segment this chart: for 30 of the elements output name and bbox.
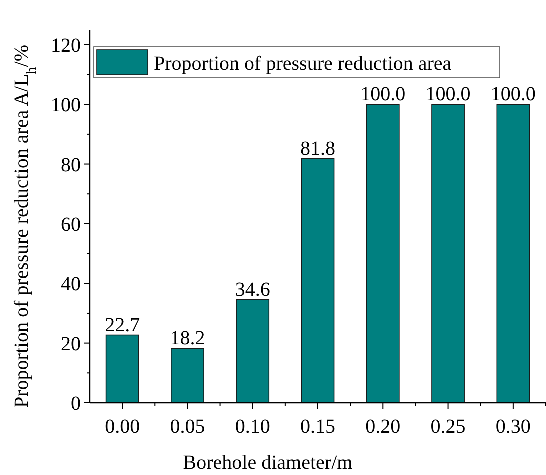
text: 34.6 (235, 278, 270, 301)
x-tick-label: 0.25 (430, 416, 466, 438)
bar (366, 104, 400, 404)
bar (301, 158, 335, 404)
text: 100.0 (426, 84, 471, 106)
x-axis-title: Borehole diameter/m (183, 452, 354, 474)
y-tick-label: 80 (61, 154, 81, 176)
text: 100.0 (360, 84, 406, 106)
x-tick-label: 0.20 (366, 416, 401, 438)
text: 18.2 (170, 328, 206, 350)
bar (432, 104, 465, 404)
y-tick-label: 0 (71, 393, 81, 415)
x-tick-label: 0.00 (105, 416, 140, 438)
y-tick-label: 60 (61, 214, 81, 236)
x-tick-label: 0.30 (496, 416, 531, 438)
y-tick-label: 20 (61, 333, 81, 356)
x-tick-label: 0.10 (235, 416, 270, 438)
legend-label: Proportion of pressure reduction area (154, 53, 452, 75)
y-tick-label: 40 (61, 274, 81, 296)
bar (236, 299, 270, 404)
y-tick-label: 100 (51, 94, 81, 117)
text: 81.8 (300, 138, 336, 160)
bar (106, 334, 140, 404)
bar (496, 104, 530, 404)
y-tick-label: 120 (51, 34, 81, 57)
text: 100.0 (490, 84, 536, 106)
text: 22.7 (105, 314, 140, 336)
x-tick-label: 0.15 (300, 416, 336, 438)
x-tick-label: 0.05 (170, 416, 206, 438)
bar (171, 348, 204, 404)
